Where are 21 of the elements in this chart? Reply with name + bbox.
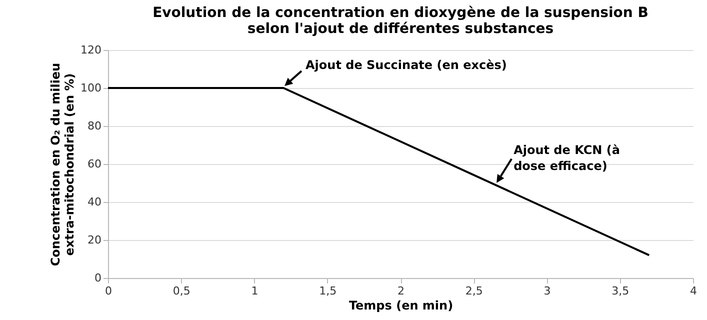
x-tick-label: 2 (398, 284, 404, 298)
y-tick-label: 120 (80, 44, 102, 56)
x-tick-label: 0,5 (172, 284, 190, 298)
y-tick-label: 0 (94, 272, 102, 284)
x-tick-label: 1 (251, 284, 258, 298)
y-axis-title: Concentration en O₂ du milieu extra-mitochondrial (en %) (48, 62, 77, 266)
x-tick-label: 4 (690, 284, 697, 298)
x-tick-label: 3 (544, 284, 551, 298)
x-tick-label: 3,5 (612, 284, 630, 298)
y-tick-label: 20 (88, 234, 102, 246)
y-tick-label: 80 (88, 120, 102, 132)
x-axis-title: Temps (en min) (348, 298, 454, 312)
y-tick-label: 40 (88, 196, 102, 208)
annotation: Ajout de Succinate (en excès) (306, 58, 507, 72)
chart-title: Evolution de la concentration en dioxygène de la suspension B selon l'ajout de différentes substances (152, 5, 648, 37)
x-tick-label: 0 (105, 284, 112, 298)
x-tick-label: 2,5 (465, 284, 483, 298)
x-tick-label: 1,5 (319, 284, 337, 298)
y-tick-label: 100 (80, 82, 102, 94)
annotation: Ajout de KCN (à dose efficace) (514, 142, 620, 173)
y-tick-label: 60 (88, 158, 102, 170)
